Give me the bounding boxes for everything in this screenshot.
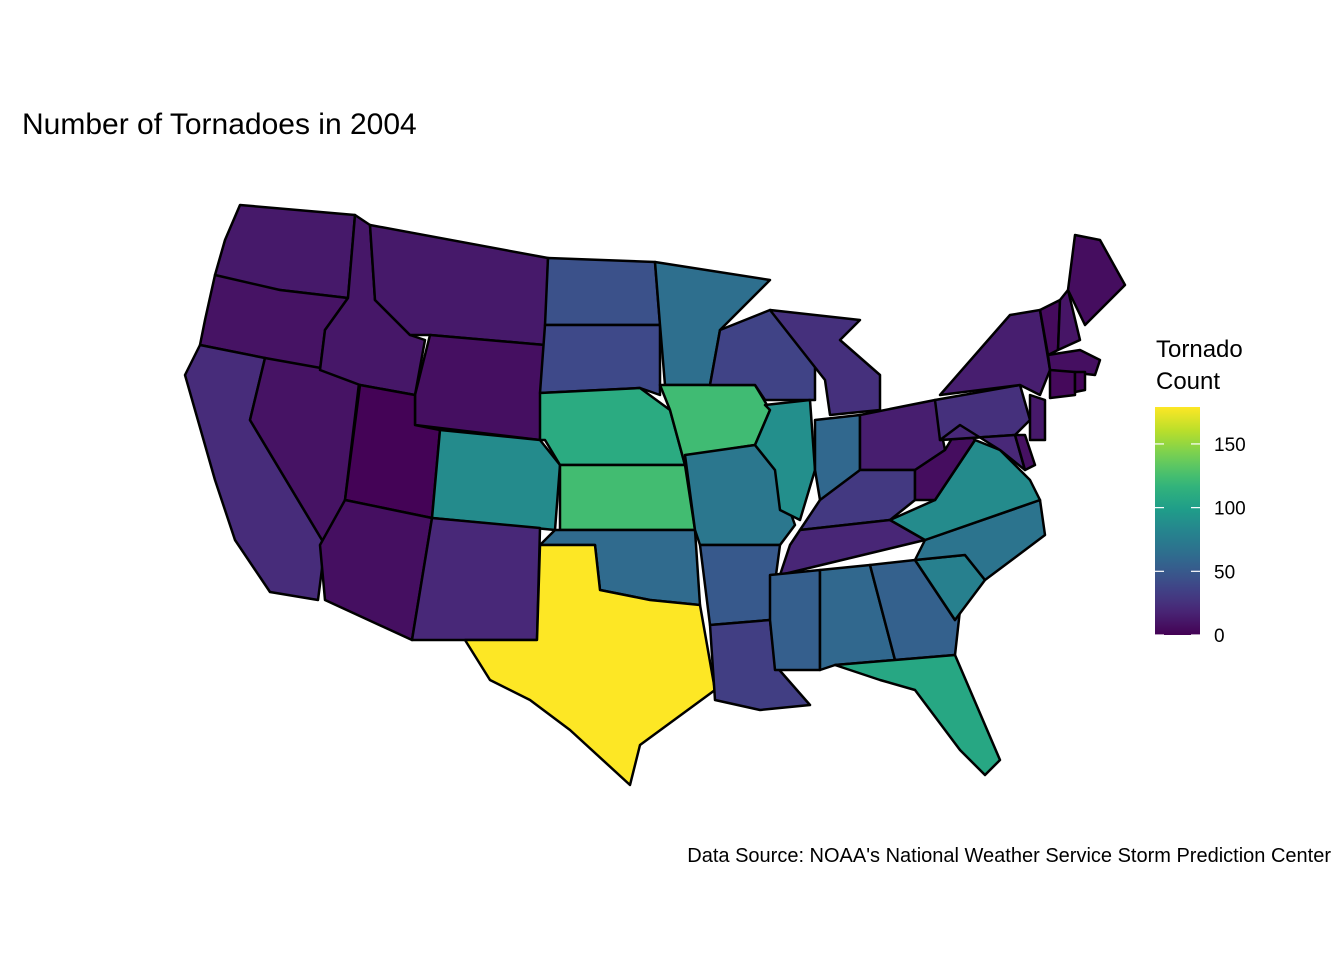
state (1028, 393, 1047, 442)
colorbar-tick-label: 100 (1214, 499, 1246, 520)
state (698, 543, 782, 627)
state (938, 423, 1027, 472)
state (463, 543, 717, 787)
state (1013, 433, 1037, 472)
state (768, 568, 822, 672)
colorbar (1155, 407, 1200, 635)
caption: Data Source: NOAA's National Weather Ser… (687, 845, 1331, 867)
state (913, 423, 977, 502)
colorbar-tick-label: 50 (1214, 562, 1235, 583)
map (183, 203, 1127, 787)
legend-title: Tornado (1156, 336, 1243, 363)
colorbar-tick-label: 0 (1214, 626, 1225, 647)
state (1048, 368, 1077, 400)
state (538, 323, 662, 397)
state (833, 653, 1002, 777)
state (1056, 288, 1082, 352)
state (413, 333, 547, 442)
state (768, 308, 882, 417)
state (430, 428, 562, 532)
state (558, 463, 697, 532)
colorbar-tick-label: 150 (1214, 435, 1246, 456)
chart-title: Number of Tornadoes in 2004 (22, 108, 417, 141)
state (1046, 348, 1102, 377)
state (753, 398, 817, 522)
legend: 0 50 100 150 (1155, 407, 1246, 647)
state (410, 516, 542, 642)
state (543, 256, 662, 327)
legend-title: Count (1156, 368, 1220, 395)
state (1066, 233, 1127, 327)
state (318, 498, 434, 642)
state (1073, 370, 1087, 394)
